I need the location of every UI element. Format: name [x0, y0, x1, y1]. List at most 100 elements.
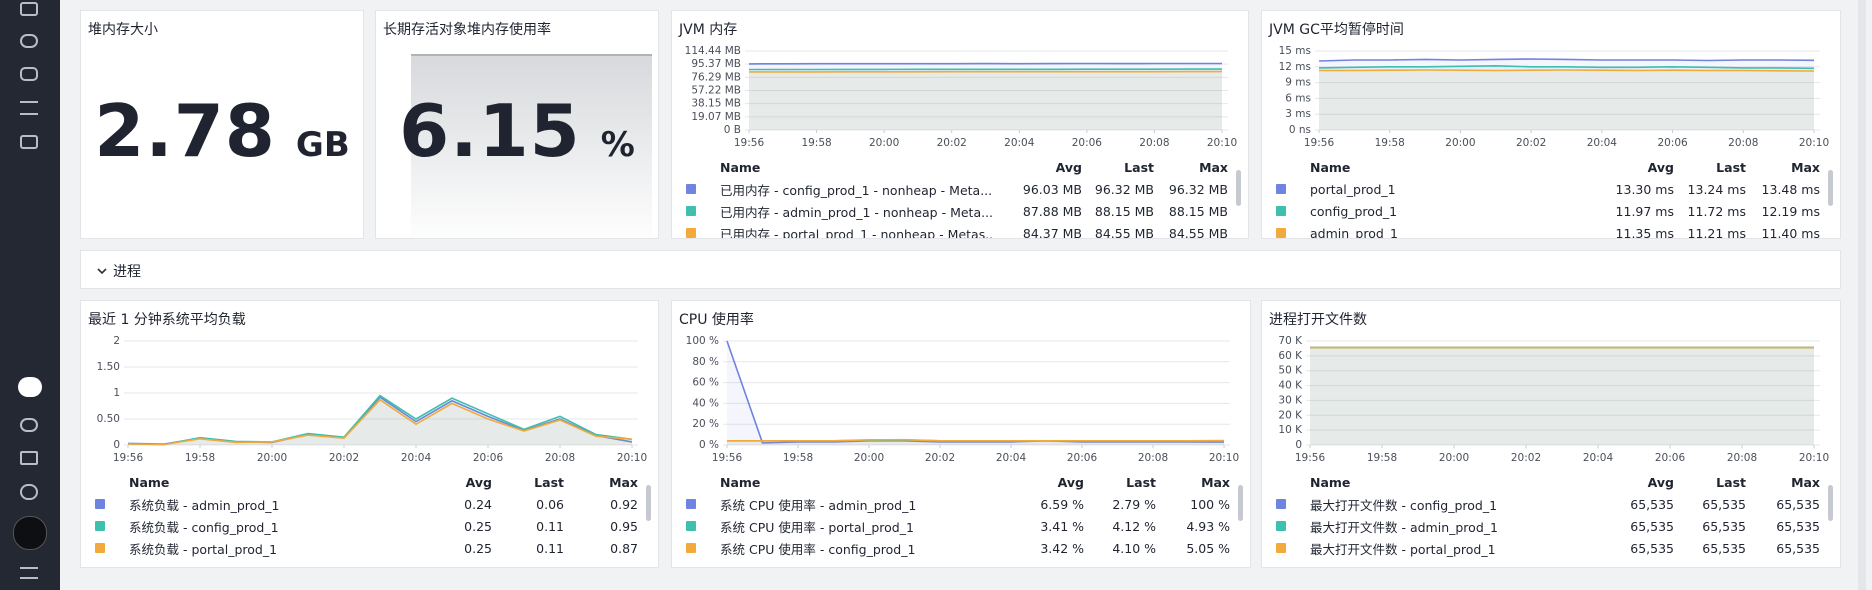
last-value: 11.21 ms	[1687, 225, 1746, 239]
legend-row[interactable]: 系统负载 - admin_prod_1 0.24 0.06 0.92	[81, 493, 658, 515]
series-name: 系统 CPU 使用率 - admin_prod_1	[720, 497, 917, 513]
y-tick-label: 3 ms	[1285, 108, 1311, 120]
y-tick-label: 19.07 MB	[691, 111, 741, 123]
nav-icon[interactable]	[20, 135, 38, 149]
legend-swatch	[686, 184, 696, 194]
legend-row[interactable]: 最大打开文件数 - admin_prod_1 65,535 65,535 65,535	[1262, 515, 1840, 537]
nav-icon[interactable]	[20, 2, 38, 16]
avg-value: 3.42 %	[1040, 540, 1084, 556]
y-tick-label: 114.44 MB	[685, 45, 741, 57]
max-value: 65,535	[1776, 540, 1820, 556]
y-tick-label: 50 K	[1278, 365, 1303, 377]
y-tick-label: 0.50	[97, 413, 120, 425]
legend-swatch	[1276, 521, 1286, 531]
legend-row[interactable]: 系统 CPU 使用率 - admin_prod_1 6.59 % 2.79 % 100…	[672, 493, 1250, 515]
panel: JVM 内存 0 B 19.07 MB 38.15 MB 57.22 MB 76.29 M…	[671, 10, 1249, 239]
page-scrollbar[interactable]	[1858, 0, 1866, 590]
y-tick-label: 1	[113, 387, 120, 399]
x-tick-label: 20:06	[1072, 137, 1103, 149]
series-area	[1319, 59, 1814, 130]
legend-row[interactable]: portal_prod_1 13.30 ms 13.24 ms 13.48 ms	[1262, 178, 1840, 200]
y-tick-label: 15 ms	[1279, 45, 1311, 57]
y-tick-label: 60 %	[692, 377, 719, 389]
x-tick-label: 20:10	[617, 452, 647, 464]
series-line	[1319, 69, 1815, 72]
section-header[interactable]: 进程	[80, 250, 1841, 289]
sparkline-bg	[411, 54, 652, 238]
series-area	[1310, 347, 1814, 445]
column-header: Avg	[465, 474, 492, 490]
series-area	[128, 395, 632, 445]
series-area	[749, 69, 1222, 130]
stat-unit: GB	[295, 125, 350, 165]
last-value: 0.11	[536, 518, 564, 534]
legend-swatch	[686, 499, 696, 509]
x-tick-label: 20:02	[925, 452, 955, 464]
assistant-icon[interactable]	[18, 377, 42, 397]
legend-swatch	[1276, 499, 1286, 509]
legend-row[interactable]: 最大打开文件数 - config_prod_1 65,535 65,535 65,53…	[1262, 493, 1840, 515]
avatar[interactable]	[13, 516, 47, 550]
last-value: 96.32 MB	[1094, 181, 1154, 197]
x-tick-label: 20:00	[854, 452, 884, 464]
stat-number: 2.78	[94, 89, 276, 173]
nav-icon[interactable]	[20, 484, 38, 500]
legend-row[interactable]: 系统 CPU 使用率 - config_prod_1 3.42 % 4.10 % 5.…	[672, 537, 1250, 559]
x-tick-label: 20:04	[1587, 137, 1618, 149]
y-tick-label: 20 K	[1278, 409, 1303, 421]
nav-icon[interactable]	[20, 34, 38, 48]
legend-row[interactable]: 系统负载 - config_prod_1 0.25 0.11 0.95	[81, 515, 658, 537]
legend-scrollbar	[646, 485, 651, 521]
column-header: Avg	[1647, 474, 1674, 490]
avg-value: 0.25	[464, 540, 492, 556]
x-tick-label: 19:58	[801, 137, 831, 149]
series-name: 已用内存 - config_prod_1 - nonheap - Meta...	[720, 182, 992, 198]
legend-swatch	[686, 206, 696, 216]
x-tick-label: 20:00	[869, 137, 899, 149]
y-tick-label: 10 K	[1278, 424, 1303, 436]
y-tick-label: 100 %	[686, 335, 719, 347]
last-value: 65,535	[1702, 518, 1746, 534]
legend-scrollbar	[1828, 170, 1833, 206]
menu-icon[interactable]	[20, 567, 38, 579]
nav-icon[interactable]	[20, 67, 38, 81]
panel-title: JVM 内存	[679, 22, 738, 38]
last-value: 4.10 %	[1112, 540, 1156, 556]
nav-icon[interactable]	[20, 451, 38, 465]
legend-row[interactable]: 系统 CPU 使用率 - portal_prod_1 3.41 % 4.12 % 4.…	[672, 515, 1250, 537]
legend-row[interactable]: 最大打开文件数 - portal_prod_1 65,535 65,535 65,53…	[1262, 537, 1840, 559]
legend-row[interactable]: admin_prod_1 11.35 ms 11.21 ms 11.40 ms	[1262, 222, 1840, 239]
x-tick-label: 20:00	[1445, 137, 1475, 149]
legend-row[interactable]: 已用内存 - admin_prod_1 - nonheap - Meta... 8…	[672, 200, 1248, 222]
legend-row[interactable]: 已用内存 - config_prod_1 - nonheap - Meta...…	[672, 178, 1248, 200]
y-tick-label: 0 ns	[1289, 124, 1311, 136]
nav-icon[interactable]	[20, 101, 38, 115]
legend-row[interactable]: 已用内存 - portal_prod_1 - nonheap - Metas..…	[672, 222, 1248, 239]
legend: Name Avg Last Max 系统负载 - admin_prod_1 0.24 0.0…	[81, 471, 658, 559]
last-value: 0.06	[536, 496, 564, 512]
series-area	[1310, 347, 1814, 445]
y-tick-label: 57.22 MB	[691, 85, 741, 97]
avg-value: 87.88 MB	[1022, 203, 1082, 219]
legend: Name Avg Last Max 已用内存 - config_prod_1 - non…	[672, 156, 1248, 239]
max-value: 5.05 %	[1186, 540, 1230, 556]
legend-row[interactable]: config_prod_1 11.97 ms 11.72 ms 12.19 ms	[1262, 200, 1840, 222]
legend-swatch	[1276, 543, 1286, 553]
legend-scrollbar	[1238, 485, 1243, 521]
nav-icon[interactable]	[20, 418, 38, 432]
column-header: Name	[129, 474, 170, 490]
legend-scrollbar	[1828, 485, 1833, 521]
series-name: 已用内存 - portal_prod_1 - nonheap - Metas..…	[720, 226, 992, 239]
legend-row[interactable]: 系统负载 - portal_prod_1 0.25 0.11 0.87	[81, 537, 658, 559]
series-area	[727, 341, 1224, 445]
x-tick-label: 19:58	[1375, 137, 1405, 149]
panel-title: 堆内存大小	[88, 22, 158, 38]
chart: 0 % 20 % 40 % 60 % 80 % 100 % 19:56 19:58 20:00 2…	[686, 335, 1239, 464]
legend-header: Name Avg Last Max	[81, 471, 658, 493]
x-tick-label: 20:08	[545, 452, 575, 464]
max-value: 65,535	[1776, 496, 1820, 512]
x-tick-label: 20:02	[329, 452, 359, 464]
y-tick-label: 95.37 MB	[691, 58, 741, 70]
x-tick-label: 19:58	[783, 452, 813, 464]
series-area	[1319, 65, 1814, 130]
